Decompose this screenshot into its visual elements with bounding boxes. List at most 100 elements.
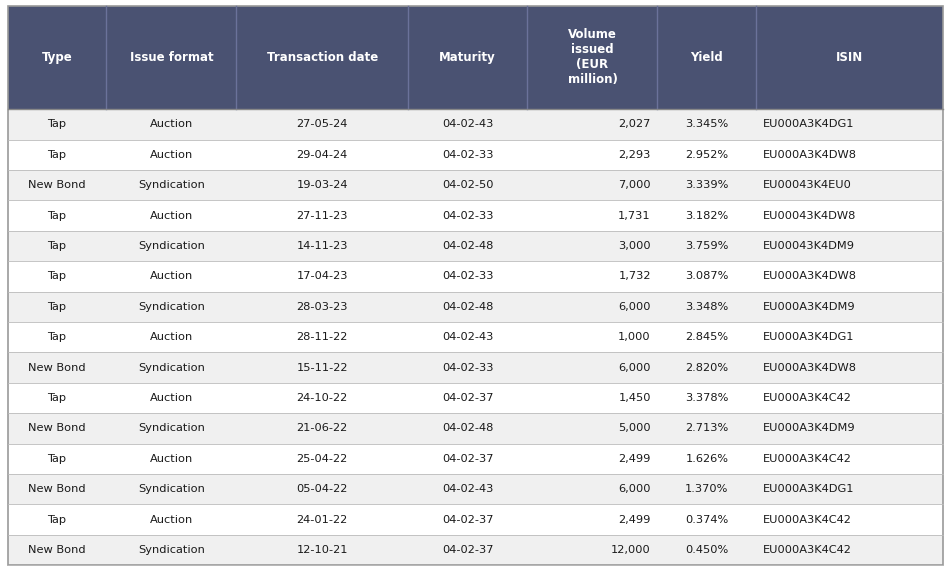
Bar bbox=[756, 322, 943, 352]
Text: Syndication: Syndication bbox=[138, 241, 204, 251]
Text: Auction: Auction bbox=[149, 150, 193, 160]
Bar bbox=[107, 109, 237, 140]
Bar bbox=[237, 383, 408, 413]
Text: 28-03-23: 28-03-23 bbox=[297, 302, 348, 312]
Text: 3.345%: 3.345% bbox=[686, 119, 728, 130]
Bar bbox=[408, 534, 528, 565]
Text: 24-10-22: 24-10-22 bbox=[297, 393, 348, 403]
Bar bbox=[8, 352, 107, 383]
Bar bbox=[756, 534, 943, 565]
Bar bbox=[408, 231, 528, 261]
Text: Yield: Yield bbox=[690, 51, 723, 64]
Text: 04-02-43: 04-02-43 bbox=[442, 119, 494, 130]
Bar bbox=[237, 231, 408, 261]
Text: Syndication: Syndication bbox=[138, 180, 204, 190]
Bar bbox=[107, 534, 237, 565]
Text: ISIN: ISIN bbox=[836, 51, 864, 64]
Bar bbox=[107, 474, 237, 504]
Bar bbox=[237, 504, 408, 534]
Bar bbox=[237, 534, 408, 565]
Bar bbox=[756, 444, 943, 474]
Bar bbox=[8, 261, 107, 291]
Bar bbox=[8, 6, 107, 109]
Bar bbox=[756, 170, 943, 201]
Bar bbox=[657, 413, 756, 444]
Text: 1.370%: 1.370% bbox=[685, 484, 728, 494]
Text: 04-02-37: 04-02-37 bbox=[442, 454, 494, 463]
Bar bbox=[756, 504, 943, 534]
Text: 28-11-22: 28-11-22 bbox=[297, 332, 348, 342]
Bar bbox=[657, 444, 756, 474]
Text: Syndication: Syndication bbox=[138, 302, 204, 312]
Text: 05-04-22: 05-04-22 bbox=[297, 484, 348, 494]
Bar bbox=[107, 201, 237, 231]
Bar bbox=[408, 201, 528, 231]
Bar bbox=[657, 140, 756, 170]
Text: Tap: Tap bbox=[48, 454, 67, 463]
Bar bbox=[8, 504, 107, 534]
Bar bbox=[756, 291, 943, 322]
Text: EU000A3K4DG1: EU000A3K4DG1 bbox=[763, 119, 854, 130]
Text: 2,499: 2,499 bbox=[618, 454, 650, 463]
Text: 25-04-22: 25-04-22 bbox=[297, 454, 348, 463]
Bar bbox=[237, 201, 408, 231]
Bar bbox=[107, 261, 237, 291]
Bar bbox=[528, 352, 657, 383]
Bar bbox=[408, 383, 528, 413]
Bar bbox=[756, 413, 943, 444]
Text: 3.348%: 3.348% bbox=[686, 302, 728, 312]
Text: EU000A3K4DM9: EU000A3K4DM9 bbox=[763, 423, 856, 433]
Bar bbox=[237, 413, 408, 444]
Text: 3,000: 3,000 bbox=[618, 241, 650, 251]
Bar bbox=[756, 474, 943, 504]
Text: 2.845%: 2.845% bbox=[686, 332, 728, 342]
Text: 1,450: 1,450 bbox=[618, 393, 650, 403]
Text: 0.450%: 0.450% bbox=[686, 545, 728, 555]
Bar bbox=[528, 231, 657, 261]
Text: 6,000: 6,000 bbox=[618, 362, 650, 373]
Text: 04-02-33: 04-02-33 bbox=[442, 211, 494, 220]
Bar bbox=[528, 140, 657, 170]
Bar bbox=[8, 140, 107, 170]
Text: 04-02-37: 04-02-37 bbox=[442, 515, 494, 525]
Bar bbox=[408, 474, 528, 504]
Bar bbox=[107, 352, 237, 383]
Bar bbox=[8, 322, 107, 352]
Text: 04-02-33: 04-02-33 bbox=[442, 362, 494, 373]
Text: Tap: Tap bbox=[48, 272, 67, 281]
Text: 17-04-23: 17-04-23 bbox=[297, 272, 348, 281]
Text: 04-02-43: 04-02-43 bbox=[442, 332, 494, 342]
Text: EU000A3K4DG1: EU000A3K4DG1 bbox=[763, 332, 854, 342]
Text: 1,731: 1,731 bbox=[618, 211, 650, 220]
Text: 2.952%: 2.952% bbox=[686, 150, 728, 160]
Bar bbox=[237, 109, 408, 140]
Bar bbox=[8, 109, 107, 140]
Text: 04-02-43: 04-02-43 bbox=[442, 484, 494, 494]
Bar bbox=[657, 109, 756, 140]
Text: Issue format: Issue format bbox=[129, 51, 213, 64]
Bar bbox=[8, 201, 107, 231]
Text: Auction: Auction bbox=[149, 211, 193, 220]
Bar bbox=[8, 291, 107, 322]
Text: Maturity: Maturity bbox=[439, 51, 496, 64]
Text: Auction: Auction bbox=[149, 332, 193, 342]
Bar bbox=[528, 413, 657, 444]
Text: EU000A3K4DW8: EU000A3K4DW8 bbox=[763, 362, 857, 373]
Bar bbox=[237, 170, 408, 201]
Bar bbox=[528, 383, 657, 413]
Bar bbox=[528, 170, 657, 201]
Bar bbox=[756, 140, 943, 170]
Bar bbox=[237, 291, 408, 322]
Bar bbox=[528, 534, 657, 565]
Text: Tap: Tap bbox=[48, 393, 67, 403]
Bar bbox=[657, 352, 756, 383]
Text: EU000A3K4C42: EU000A3K4C42 bbox=[763, 393, 852, 403]
Text: 04-02-37: 04-02-37 bbox=[442, 393, 494, 403]
Bar bbox=[8, 231, 107, 261]
Text: 0.374%: 0.374% bbox=[686, 515, 728, 525]
Text: Tap: Tap bbox=[48, 332, 67, 342]
Text: Syndication: Syndication bbox=[138, 362, 204, 373]
Text: Auction: Auction bbox=[149, 119, 193, 130]
Bar bbox=[107, 170, 237, 201]
Text: Syndication: Syndication bbox=[138, 423, 204, 433]
